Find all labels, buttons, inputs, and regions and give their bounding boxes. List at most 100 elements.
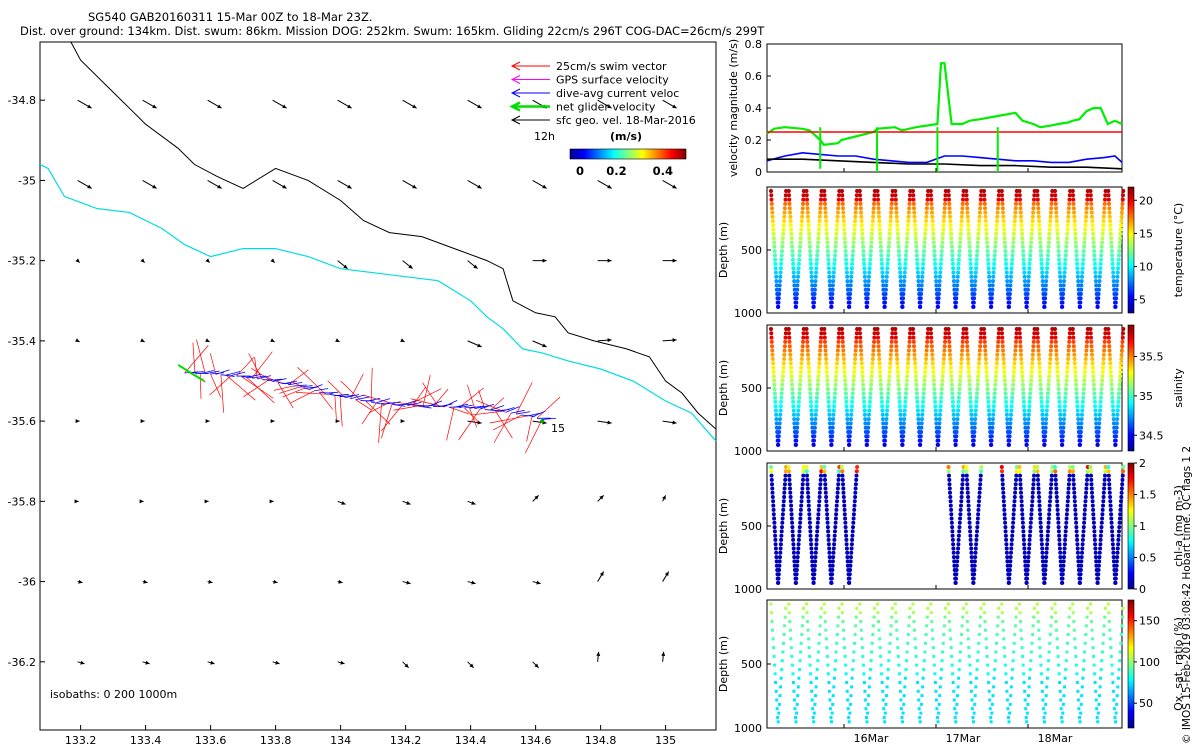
geostrophic-arrow-head: [542, 258, 547, 263]
profile-point: [1075, 408, 1080, 413]
profile-point: [1056, 520, 1061, 525]
profile-point: [915, 408, 920, 413]
profile-point: [1090, 495, 1095, 499]
profile-point: [1096, 438, 1100, 443]
profile-point: [835, 499, 839, 504]
profile-point: [977, 210, 982, 215]
profile-point: [1020, 512, 1025, 517]
profile-point: [889, 348, 894, 353]
profile-point: [968, 266, 973, 271]
profile-point: [1119, 357, 1124, 361]
profile-point: [1003, 525, 1008, 530]
profile-point: [956, 261, 961, 266]
profile-point: [1094, 283, 1099, 288]
profile-point: [1110, 261, 1115, 266]
profile-point: [1089, 602, 1092, 606]
profile-point: [825, 240, 830, 245]
profile-point: [1078, 576, 1083, 581]
profile-point: [1119, 641, 1123, 645]
profile-point: [991, 404, 996, 409]
profile-point: [835, 357, 840, 361]
profile-point: [1021, 529, 1026, 534]
profile-point: [965, 206, 970, 211]
profile-point: [950, 529, 955, 534]
profile-point: [993, 244, 998, 249]
profile-point: [1056, 244, 1061, 249]
profile-point: [950, 525, 955, 530]
profile-point: [974, 676, 978, 680]
profile-point: [830, 572, 835, 577]
profile-point: [993, 659, 997, 663]
profile-point: [834, 369, 839, 374]
profile-point: [1040, 412, 1045, 417]
profile-point: [862, 672, 866, 676]
profile-point: [772, 391, 777, 396]
profile-point: [833, 382, 838, 387]
profile-point: [1054, 352, 1059, 357]
profile-point: [1045, 404, 1050, 409]
profile-point: [1017, 331, 1022, 336]
profile-point: [900, 304, 905, 309]
profile-point: [770, 219, 775, 223]
geostrophic-arrow-head: [204, 499, 209, 504]
profile-point: [972, 559, 977, 564]
profile-point: [814, 533, 819, 538]
profile-point: [858, 602, 862, 606]
profile-point: [865, 438, 870, 443]
profile-point: [1089, 611, 1093, 615]
profile-point: [1106, 473, 1111, 478]
profile-point: [1073, 369, 1078, 374]
profile-point: [1100, 231, 1105, 236]
profile-point: [952, 698, 956, 702]
profile-point: [1085, 331, 1090, 336]
profile-point: [977, 641, 981, 645]
profile-point: [782, 348, 787, 353]
profile-point: [833, 391, 837, 396]
profile-point: [1044, 412, 1049, 417]
profile-point: [1009, 261, 1014, 266]
profile-point: [1059, 707, 1063, 711]
profile-point: [1008, 283, 1013, 288]
profile-point: [897, 257, 902, 262]
profile-point: [774, 681, 778, 684]
profile-point: [921, 253, 926, 258]
profile-point: [787, 473, 792, 478]
profile-point: [773, 672, 777, 676]
profile-point: [990, 711, 994, 715]
profile-point: [973, 546, 978, 551]
profile-point: [886, 382, 891, 387]
map-y-tick-label: -35: [18, 174, 36, 187]
profile-point: [1103, 615, 1107, 619]
profile-point: [1000, 197, 1005, 202]
profile-point: [1007, 442, 1011, 447]
profile-point: [1054, 348, 1059, 353]
profile-point: [878, 231, 883, 236]
profile-point: [825, 654, 829, 658]
profile-point: [968, 672, 972, 676]
velocity-colorbar-tick: 0.2: [606, 164, 626, 178]
profile-point: [958, 231, 963, 236]
profile-point: [955, 421, 960, 426]
profile-point: [1111, 274, 1116, 279]
profile-point: [973, 274, 978, 279]
profile-point: [837, 606, 841, 610]
profile-point: [824, 503, 829, 508]
profile-point: [906, 214, 911, 219]
profile-point: [1008, 279, 1013, 284]
profile-point: [1096, 425, 1101, 430]
profile-point: [817, 357, 822, 361]
profile-point: [1078, 720, 1082, 724]
profile-point: [907, 206, 912, 211]
profile-point: [801, 335, 806, 340]
profile-point: [776, 296, 781, 301]
profile-point: [1014, 469, 1019, 474]
profile-point: [989, 442, 994, 447]
dive-avg-current-vector: [469, 405, 484, 409]
profile-point: [926, 606, 930, 610]
profile-point: [1091, 512, 1096, 517]
profile-point: [977, 357, 982, 361]
profile-point: [815, 529, 820, 534]
profile-point: [1019, 499, 1024, 504]
profile-point: [958, 650, 962, 654]
profile-point: [915, 270, 920, 275]
